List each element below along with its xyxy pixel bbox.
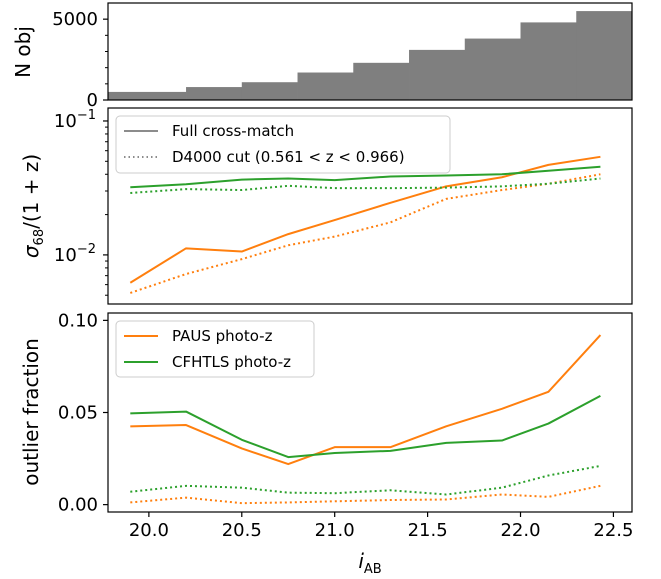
sigma-lines: [129, 155, 601, 294]
outlier-y-tick-label: 0.00: [58, 495, 98, 516]
solid-paus-photo-zline: [129, 155, 601, 284]
outlier-y-tick-label: 0.05: [58, 403, 98, 424]
legend-full-cross-match: Full cross-match: [172, 122, 294, 140]
dotted-paus-photo-zline: [130, 484, 601, 505]
histogram-y-tick-label: 5000: [52, 9, 98, 30]
solid-cfhtls-photo-zline: [130, 395, 601, 459]
outlier-x-tick-label: 20.0: [129, 520, 169, 541]
histogram-bars: [108, 11, 633, 100]
outlier-y-ticks: 0.00 0.05 0.10: [58, 310, 108, 516]
panel-histogram: 0 5000 N obj: [11, 2, 633, 111]
outlier-legend: PAUS photo-z CFHTLS photo-z: [115, 320, 315, 378]
outlier-y-tick-label: 0.10: [58, 310, 98, 331]
legend-d4000-cut: D4000 cut (0.561 < z < 0.966): [172, 148, 405, 166]
histogram-frame: [107, 2, 633, 101]
outlier-x-tick-label: 21.5: [408, 520, 448, 541]
sigma-y-tick-label: 10−2: [54, 242, 96, 266]
outlier-x-tick-label: 22.5: [593, 520, 633, 541]
histogram-bar: [108, 91, 187, 100]
histogram-y-ticks: 0 5000: [52, 9, 108, 111]
sigma-legend-box: [115, 115, 451, 174]
sigma-y-tick-label: 10−1: [54, 108, 96, 132]
outlier-legend-box: [115, 320, 315, 378]
legend-cfhtls-photoz: CFHTLS photo-z: [172, 353, 291, 371]
outlier-xlabel: iAB: [358, 549, 381, 577]
histogram-y-tick-label: 0: [87, 90, 98, 111]
sigma-legend: Full cross-match D4000 cut (0.561 < z < …: [115, 115, 451, 174]
outlier-xlabel-main: i: [358, 549, 364, 573]
histogram-bar: [576, 11, 633, 100]
outlier-frame: [107, 312, 633, 513]
histogram-bar: [186, 87, 243, 100]
outlier-ylabel: outlier fraction: [19, 338, 43, 486]
histogram-bar: [241, 82, 298, 100]
histogram-bar: [297, 72, 354, 100]
sigma-ylabel-main: σ: [19, 244, 43, 258]
legend-paus-photoz: PAUS photo-z: [172, 327, 273, 345]
sigma-ylabel: σ68/(1 + z): [19, 154, 47, 258]
sigma-ylabel-sub: 68: [32, 229, 47, 246]
histogram-bar: [409, 49, 466, 100]
outlier-x-tick-label: 20.5: [222, 520, 262, 541]
outlier-x-tick-label: 21.0: [315, 520, 355, 541]
sigma-ylabel-tail: /(1 + z): [19, 154, 43, 229]
panel-scatter-sigma: 10−1 10−2 σ68/(1 + z) Full cross-match D4…: [19, 107, 633, 305]
solid-paus-photo-zline: [130, 334, 602, 466]
dotted-paus-photo-zline: [129, 173, 601, 294]
outlier-x-tick-label: 22.0: [500, 520, 540, 541]
sigma-frame: [107, 107, 633, 305]
outlier-xlabel-sub: AB: [364, 562, 382, 577]
outlier-lines: [130, 334, 602, 505]
histogram-bar: [353, 62, 410, 100]
histogram-bar: [520, 22, 577, 100]
outlier-x-ticks: 20.0 20.5 21.0 21.5 22.0 22.5: [129, 512, 633, 541]
dotted-cfhtls-photo-zline: [130, 177, 601, 194]
sigma-y-ticks: 10−1 10−2: [54, 108, 108, 296]
solid-cfhtls-photo-zline: [130, 165, 601, 189]
dotted-cfhtls-photo-zline: [130, 464, 601, 496]
histogram-bar: [464, 38, 521, 100]
histogram-ylabel: N obj: [11, 26, 35, 78]
panel-outlier-fraction: 0.00 0.05 0.10 20.0 20.5 21.0 21.5 22.0 22.5 ou…: [19, 310, 633, 577]
